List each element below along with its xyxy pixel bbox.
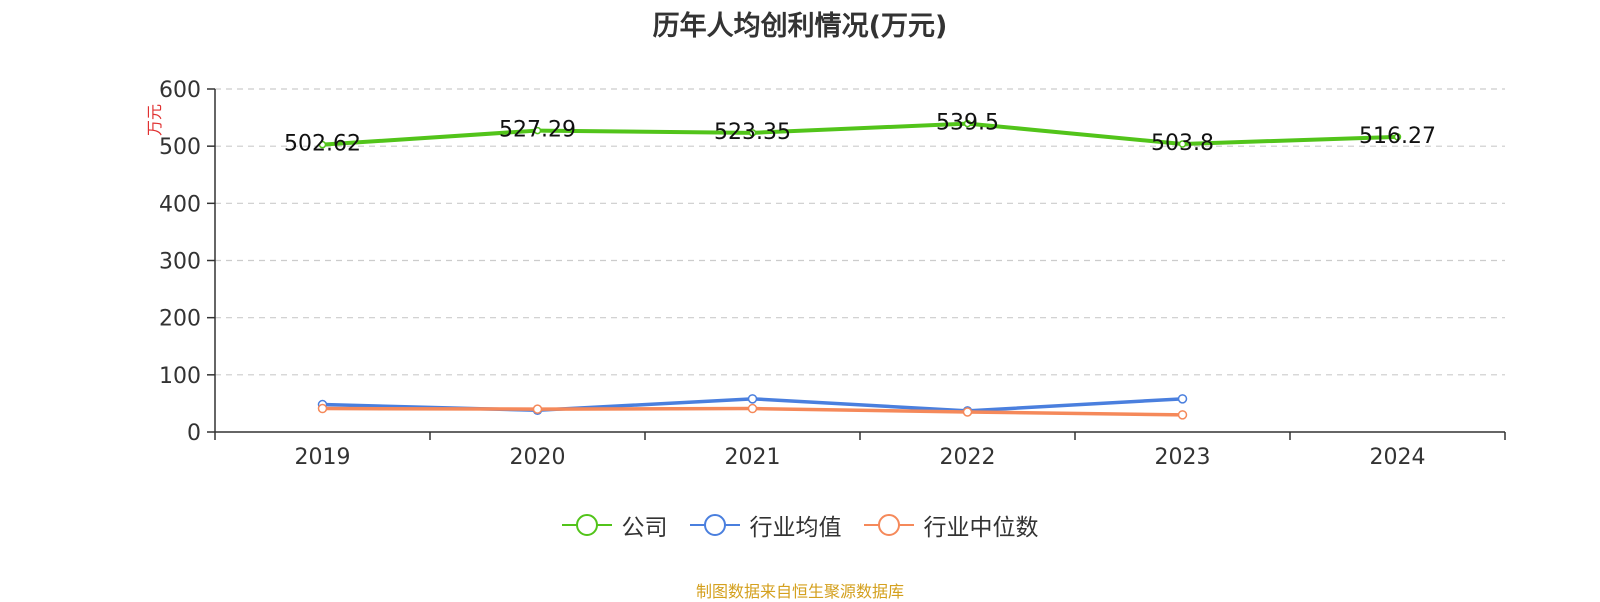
series-2-point-2022 — [962, 407, 973, 417]
data-label-2019: 502.62 — [284, 132, 361, 157]
legend: 公司 行业均值 行业中位数 — [0, 508, 1600, 542]
grid-lines — [215, 88, 1505, 376]
legend-label-industry-average: 行业均值 — [749, 515, 842, 541]
series-2 — [317, 403, 1188, 420]
y-tick-label-400: 400 — [159, 192, 201, 217]
series-1-point-2023 — [1177, 394, 1188, 404]
y-tick-label-300: 300 — [159, 250, 201, 275]
series-line-0 — [322, 121, 1398, 147]
legend-item-industry-median[interactable]: 行业中位数 — [863, 508, 1039, 542]
data-labels: 502.62 527.29 523.35 539.5 503.8 516.27 — [284, 111, 1436, 157]
legend-item-industry-average[interactable]: 行业均值 — [689, 508, 842, 542]
series-0 — [318, 119, 1402, 149]
series-2-point-2021 — [747, 403, 758, 414]
x-tick-label-2020: 2020 — [510, 445, 566, 470]
y-tick-label-100: 100 — [159, 364, 201, 389]
x-tick-label-2019: 2019 — [295, 445, 351, 470]
legend-marker-industry-median — [863, 514, 914, 536]
series-2-point-2020 — [532, 404, 543, 414]
y-tick-label-200: 200 — [159, 307, 201, 332]
series-0-point-2021 — [748, 129, 757, 137]
series — [317, 119, 1402, 420]
series-0-point-2024 — [1393, 133, 1402, 141]
series-2-point-2019 — [317, 403, 328, 414]
series-0-point-2020 — [533, 126, 542, 135]
legend-marker-industry-average — [689, 514, 740, 536]
data-label-2024: 516.27 — [1359, 124, 1436, 149]
y-axis-label: 万元 — [145, 104, 164, 136]
x-tick-label-2021: 2021 — [725, 445, 781, 470]
x-tick-label-2024: 2024 — [1370, 445, 1426, 470]
data-label-2022: 539.5 — [936, 111, 999, 136]
legend-label-industry-median: 行业中位数 — [923, 515, 1039, 541]
series-0-point-2022 — [963, 119, 972, 128]
x-tick-label-2022: 2022 — [940, 445, 996, 470]
data-label-2023: 503.8 — [1151, 131, 1214, 156]
series-1-point-2021 — [747, 394, 758, 404]
series-0-point-2019 — [318, 140, 327, 149]
source-note: 制图数据来自恒生聚源数据库 — [695, 582, 904, 601]
x-tick-label-2023: 2023 — [1155, 445, 1211, 470]
data-label-2021: 523.35 — [714, 120, 791, 145]
y-tick-label-600: 600 — [159, 78, 201, 103]
series-2-point-2023 — [1177, 410, 1188, 420]
y-tick-label-0: 0 — [187, 421, 201, 446]
legend-label-company: 公司 — [621, 515, 668, 541]
y-tick-label-500: 500 — [159, 135, 201, 160]
chart-title: 历年人均创利情况(万元) — [652, 11, 948, 42]
legend-item-company[interactable]: 公司 — [561, 508, 668, 542]
legend-marker-company — [561, 514, 612, 536]
series-0-point-2023 — [1178, 140, 1187, 148]
data-label-2020: 527.29 — [499, 118, 576, 143]
